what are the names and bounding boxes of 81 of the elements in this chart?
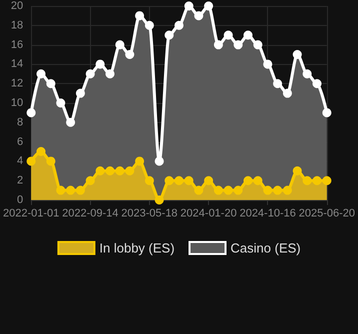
x-tick-label: 2023-05-18 <box>121 208 178 220</box>
point <box>244 30 253 40</box>
point <box>36 147 46 156</box>
point <box>292 50 302 59</box>
y-tick-label: 4 <box>17 155 24 168</box>
point <box>66 118 76 127</box>
point <box>135 156 144 166</box>
point <box>214 186 223 195</box>
point <box>302 69 312 78</box>
point <box>86 176 95 186</box>
y-tick-label: 8 <box>17 116 24 128</box>
point <box>224 30 233 40</box>
point <box>263 186 272 195</box>
point <box>253 176 262 186</box>
point <box>115 40 124 50</box>
point <box>174 176 184 186</box>
y-tick-label: 12 <box>10 78 24 90</box>
point <box>26 108 36 118</box>
point <box>106 166 114 176</box>
y-tick-label: 20 <box>10 0 24 12</box>
point <box>224 186 233 195</box>
point <box>96 166 105 176</box>
point <box>282 186 292 195</box>
point <box>244 176 253 186</box>
point <box>96 60 105 69</box>
point <box>76 186 85 195</box>
point <box>184 176 194 186</box>
x-tick-label: 2022-09-14 <box>62 208 118 220</box>
point <box>144 20 154 30</box>
point <box>46 79 56 88</box>
x-tick-label: 2025-06-20 <box>298 208 356 220</box>
point <box>164 30 174 40</box>
point <box>322 108 332 118</box>
point <box>125 50 134 59</box>
y-tick-label: 6 <box>17 136 24 148</box>
point <box>56 186 66 195</box>
point <box>135 11 144 20</box>
x-tick-label: 2024-10-16 <box>240 208 296 220</box>
point <box>154 156 164 166</box>
y-tick-label: 2 <box>17 174 24 187</box>
x-tick-label: 2024-01-20 <box>180 208 237 220</box>
point <box>66 186 76 195</box>
point <box>263 60 272 69</box>
point <box>322 176 332 186</box>
point <box>253 40 262 50</box>
point <box>312 79 322 88</box>
y-tick-label: 14 <box>10 58 24 70</box>
point <box>273 79 282 88</box>
point <box>144 176 154 186</box>
point <box>76 88 85 98</box>
point <box>194 186 204 195</box>
legend-label: In lobby (ES) <box>99 240 175 256</box>
point <box>106 69 114 78</box>
point <box>273 186 282 195</box>
point <box>214 40 223 50</box>
point <box>174 20 184 30</box>
legend-label: Casino (ES) <box>230 240 301 256</box>
point <box>56 98 66 108</box>
point <box>154 196 164 204</box>
y-tick-label: 0 <box>17 194 24 206</box>
point <box>194 11 204 20</box>
point <box>302 176 312 186</box>
point <box>234 40 243 50</box>
point <box>26 156 36 166</box>
point <box>86 69 95 78</box>
point <box>36 69 46 78</box>
x-tick-label: 2022-01-01 <box>2 208 60 220</box>
point <box>282 88 292 98</box>
point <box>125 166 134 176</box>
point <box>204 2 214 10</box>
point <box>204 176 214 186</box>
point <box>115 166 124 176</box>
y-tick-label: 10 <box>10 97 24 109</box>
point <box>46 156 56 166</box>
point <box>234 186 243 195</box>
point <box>164 176 174 186</box>
y-tick-label: 18 <box>10 19 24 32</box>
point <box>312 176 322 186</box>
y-tick-label: 16 <box>10 38 24 51</box>
point <box>184 2 194 10</box>
point <box>292 166 302 176</box>
